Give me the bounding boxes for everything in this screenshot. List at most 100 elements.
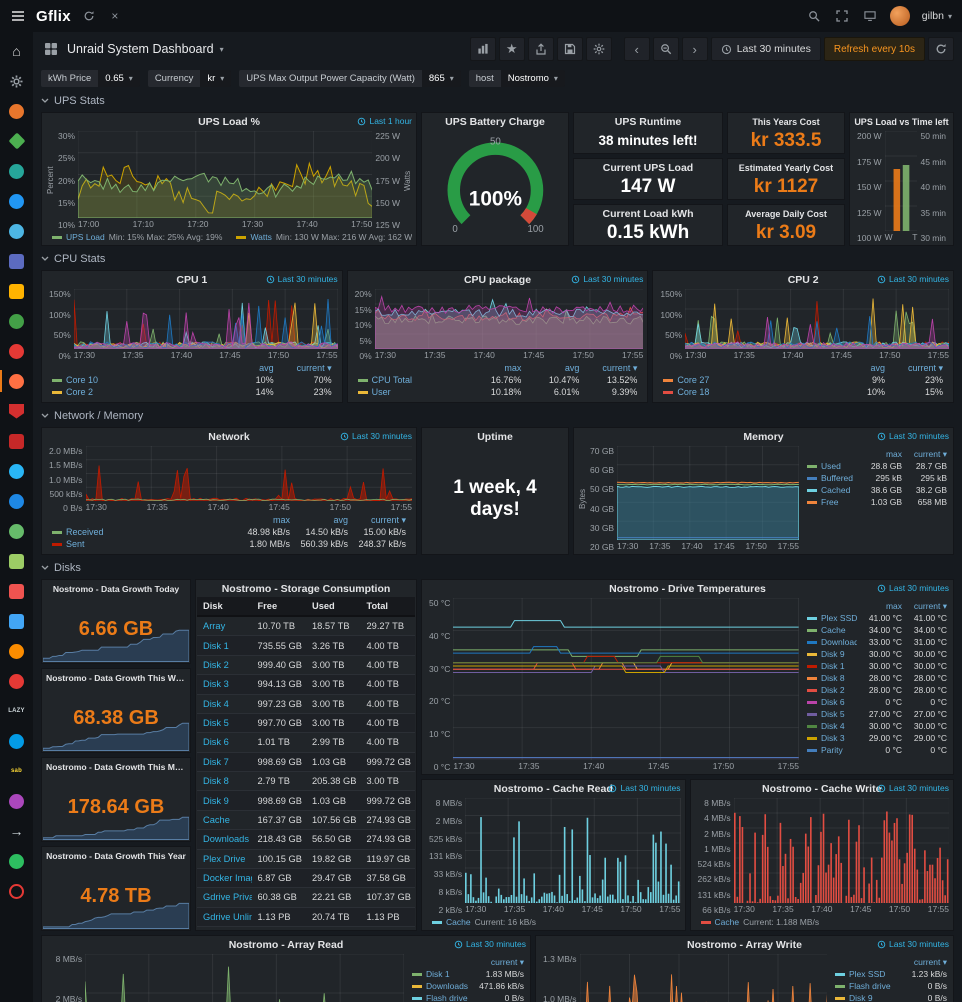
favorite-star-icon[interactable]: ★ [498, 37, 525, 61]
sidebar-item-app-15[interactable] [0, 516, 33, 546]
refresh-interval-picker[interactable]: Refresh every 10s [823, 37, 925, 61]
column-header[interactable]: Free [251, 597, 306, 617]
row-header-disks[interactable]: Disks [41, 559, 954, 577]
sidebar-item-app-6[interactable] [0, 246, 33, 276]
panel-title[interactable]: Nostromo - Data Growth This Year [46, 850, 186, 861]
sidebar-item-app-22[interactable] [0, 726, 33, 756]
save-icon[interactable] [556, 37, 583, 61]
panel-title[interactable]: Nostromo - Cache Read [493, 782, 613, 795]
plot-area[interactable] [85, 954, 404, 1002]
tab-close-icon[interactable]: × [111, 9, 119, 23]
panel-time-range[interactable]: Last 30 minutes [608, 783, 681, 793]
sidebar-item-app-12[interactable] [0, 426, 33, 456]
sidebar-item-app-20[interactable] [0, 666, 33, 696]
row-header-ups-stats[interactable]: UPS Stats [41, 92, 954, 110]
plot-area[interactable] [885, 131, 918, 231]
panel-title[interactable]: This Years Cost [752, 116, 820, 127]
panel-title[interactable]: Nostromo - Data Growth This Week [46, 672, 186, 683]
panel-title[interactable]: CPU 2 [787, 273, 819, 286]
sidebar-item-home[interactable]: ⌂ [12, 43, 21, 59]
user-menu[interactable]: gilbn ▾ [922, 10, 952, 22]
sidebar-item-app-10[interactable] [0, 366, 33, 396]
legend-item[interactable]: Cache Current: 16 kB/s [432, 917, 536, 927]
panel-time-range[interactable]: Last 30 minutes [877, 431, 949, 441]
dashboard-picker-grid-icon[interactable] [41, 37, 61, 61]
plot-area[interactable] [453, 598, 799, 760]
sidebar-item-app-25[interactable] [0, 846, 33, 876]
tab-refresh-icon[interactable] [81, 8, 97, 24]
plot-area[interactable] [465, 798, 680, 903]
settings-gear-icon[interactable] [585, 37, 612, 61]
panel-time-range[interactable]: Last 1 hour [357, 116, 412, 126]
plot-area[interactable] [85, 446, 412, 501]
legend-item[interactable]: UPS Load Min: 15% Max: 25% Avg: 19% [52, 232, 222, 242]
panel-title[interactable]: Memory [743, 430, 784, 443]
panel-title[interactable]: UPS Runtime [614, 115, 682, 128]
time-shift-forward-icon[interactable]: › [681, 37, 708, 61]
panel-time-range[interactable]: Last 30 minutes [454, 939, 526, 949]
sidebar-item-app-9[interactable] [0, 336, 33, 366]
sidebar-item-app-1[interactable] [0, 96, 33, 126]
panel-title[interactable]: Nostromo - Data Growth This Month [46, 761, 186, 772]
sidebar-item-logout[interactable]: → [9, 823, 24, 839]
dashboard-title[interactable]: Unraid System Dashboard [67, 42, 214, 56]
plot-area[interactable] [374, 289, 644, 349]
panel-title[interactable]: Uptime [477, 430, 513, 443]
panel-time-range[interactable]: Last 30 minutes [571, 274, 643, 284]
sidebar-item-app-17[interactable] [0, 576, 33, 606]
hamburger-menu-icon[interactable] [10, 8, 26, 24]
sidebar-item-app-2[interactable] [0, 126, 33, 156]
sidebar-item-app-5[interactable] [0, 216, 33, 246]
panel-title[interactable]: Estimated Yearly Cost [738, 162, 834, 173]
panel-title[interactable]: Average Daily Cost [745, 208, 827, 219]
legend-item[interactable]: Watts Min: 130 W Max: 216 W Avg: 162 W [236, 232, 412, 242]
user-avatar[interactable] [889, 6, 910, 26]
panel-time-range[interactable]: Last 30 minutes [340, 431, 412, 441]
search-icon[interactable] [806, 8, 822, 24]
plot-area[interactable] [685, 289, 950, 349]
share-icon[interactable] [527, 37, 554, 61]
row-header-network-memory[interactable]: Network / Memory [41, 407, 954, 425]
panel-time-range[interactable]: Last 30 minutes [877, 274, 949, 284]
panel-time-range[interactable]: Last 30 minutes [877, 939, 949, 949]
panel-title[interactable]: Nostromo - Storage Consumption [221, 582, 391, 595]
sidebar-item-app-8[interactable] [0, 306, 33, 336]
plot-area[interactable] [617, 446, 799, 540]
app-logo[interactable]: Gflix [36, 7, 71, 25]
sidebar-item-app-4[interactable] [0, 186, 33, 216]
time-range-picker[interactable]: Last 30 minutes [710, 37, 821, 61]
legend-item[interactable]: Cache Current: 1.188 MB/s [700, 917, 819, 927]
zoom-out-icon[interactable] [652, 37, 679, 61]
sidebar-item-app-19[interactable] [0, 636, 33, 666]
sidebar-item-app-23[interactable]: sab [11, 768, 22, 774]
panel-title[interactable]: UPS Load % [198, 115, 260, 128]
panel-title[interactable]: UPS Load vs Time left [854, 116, 949, 127]
sidebar-item-app-24[interactable] [0, 786, 33, 816]
fullscreen-icon[interactable] [834, 8, 850, 24]
plot-area[interactable] [73, 289, 338, 349]
panel-time-range[interactable]: Last 30 minutes [877, 783, 949, 793]
sidebar-item-app-16[interactable] [0, 546, 33, 576]
panel-title[interactable]: Nostromo - Data Growth Today [52, 583, 180, 594]
variable-value[interactable]: 0.65 ▾ [98, 69, 140, 87]
sidebar-item-settings[interactable] [0, 66, 33, 96]
panel-title[interactable]: Current Load kWh [602, 207, 694, 220]
plot-area[interactable] [580, 954, 827, 1002]
sidebar-item-app-7[interactable] [0, 276, 33, 306]
column-header[interactable]: Used [306, 597, 361, 617]
sidebar-item-app-18[interactable] [0, 606, 33, 636]
variable-value[interactable]: kr ▾ [200, 69, 232, 87]
variable-value[interactable]: Nostromo ▾ [500, 69, 565, 87]
plot-area[interactable] [733, 798, 949, 903]
panel-title[interactable]: CPU package [463, 273, 532, 286]
sidebar-item-app-26[interactable] [0, 876, 33, 906]
row-header-cpu-stats[interactable]: CPU Stats [41, 250, 954, 268]
sidebar-item-app-13[interactable] [0, 456, 33, 486]
panel-title[interactable]: UPS Battery Charge [445, 115, 545, 128]
variable-value[interactable]: 865 ▾ [421, 69, 461, 87]
display-icon[interactable] [862, 8, 878, 24]
refresh-icon[interactable] [928, 37, 954, 61]
panel-title[interactable]: CPU 1 [176, 273, 208, 286]
panel-title[interactable]: Network [208, 430, 250, 443]
panel-title[interactable]: Current UPS Load [602, 161, 694, 174]
